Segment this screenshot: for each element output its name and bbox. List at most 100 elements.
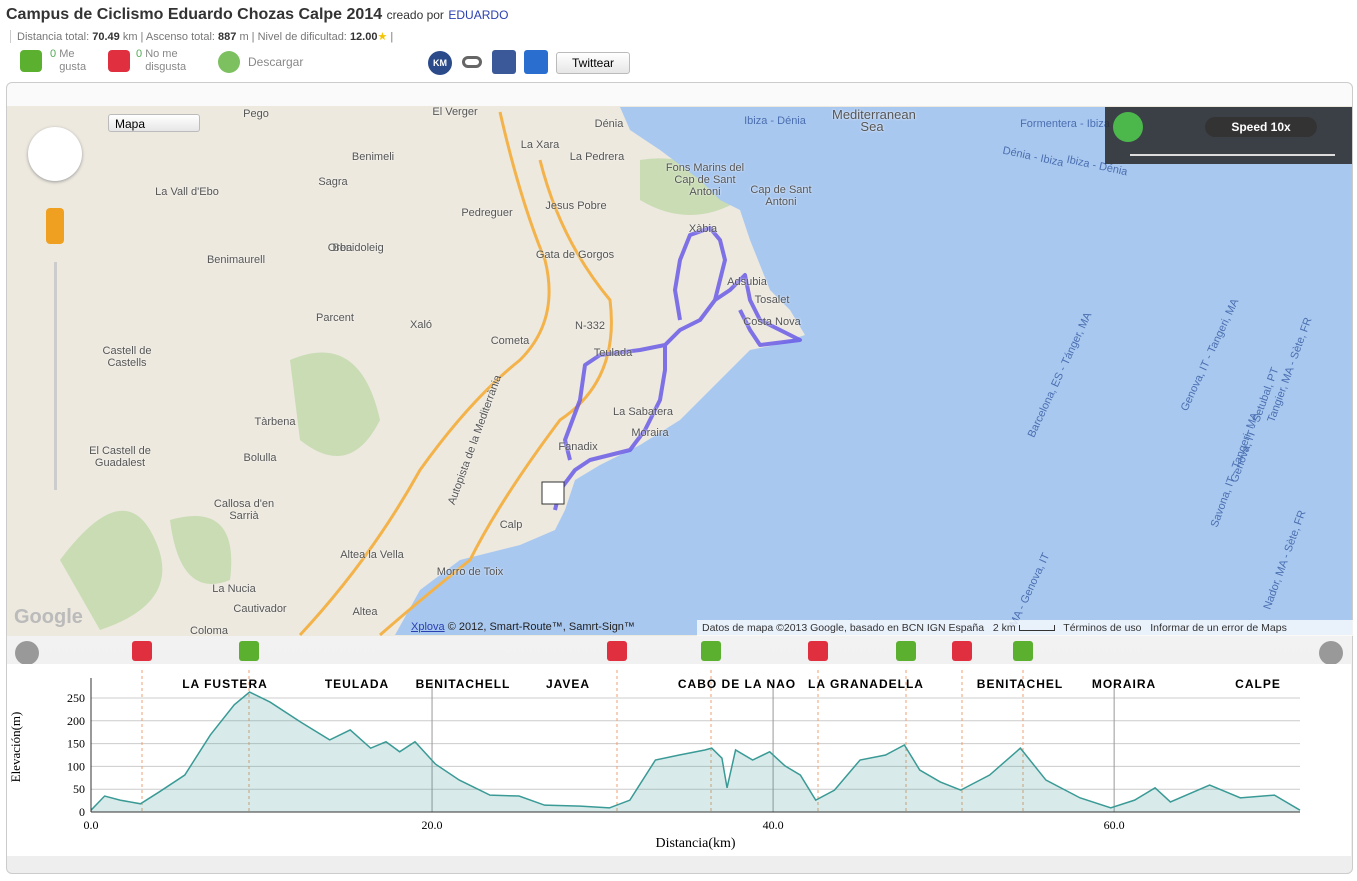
- dislike-count: 0: [136, 48, 143, 60]
- x-tick-label: 20.0: [422, 818, 443, 832]
- y-tick-label: 0: [79, 805, 85, 819]
- map-label: Cometa: [490, 335, 530, 347]
- map-label: Tosalet: [754, 294, 790, 306]
- y-tick-label: 100: [67, 759, 85, 773]
- map-label: Pego: [243, 108, 269, 120]
- climb-marker: [1013, 641, 1033, 661]
- play-button[interactable]: [1113, 112, 1143, 142]
- download-icon[interactable]: [218, 51, 240, 73]
- y-tick-label: 250: [67, 691, 85, 705]
- map-label: Jesus Pobre: [545, 200, 607, 212]
- map-label: Costa Nova: [743, 316, 801, 328]
- stat-unit: km: [122, 31, 138, 43]
- segment-label: BENITACHEL: [976, 677, 1064, 691]
- tweet-button[interactable]: Twittear: [556, 52, 630, 74]
- y-tick-label: 200: [67, 714, 85, 728]
- terms-link[interactable]: Términos de uso: [1063, 622, 1142, 634]
- stat-value: 887: [218, 31, 237, 43]
- chart-bg: [7, 664, 1351, 856]
- dislike[interactable]: 0 No me disgusta: [136, 48, 197, 74]
- climb-marker: [952, 641, 972, 661]
- x-tick-label: 60.0: [1104, 818, 1125, 832]
- map-label: Bolulla: [243, 452, 277, 464]
- like-icon[interactable]: [20, 50, 42, 72]
- created-by: creado por: [386, 8, 444, 22]
- map-label: La Sabatera: [613, 406, 673, 418]
- map-label: N-332: [575, 320, 605, 332]
- climb-marker: [808, 641, 828, 661]
- map-label: Sagra: [318, 176, 348, 188]
- stat-value: 70.49: [92, 31, 120, 43]
- map-label: Adsubia: [727, 276, 767, 288]
- map-label: Formentera - Ibiza: [1020, 118, 1110, 130]
- map-label: Coloma: [190, 625, 228, 637]
- like-count: 0: [50, 48, 57, 60]
- segment-label: BENITACHELL: [415, 677, 511, 691]
- pegman[interactable]: [46, 208, 64, 244]
- map-label: Ibiza - Dénia: [744, 115, 806, 127]
- map-label: Altea: [352, 606, 378, 618]
- map-type-select[interactable]: Mapa: [108, 114, 200, 132]
- zoom-slider[interactable]: [54, 262, 57, 490]
- map-label: Xàbia: [688, 223, 718, 235]
- stat-unit: m: [239, 31, 249, 43]
- map-label: Orba: [327, 242, 353, 254]
- dislike-label: No me disgusta: [145, 48, 187, 73]
- like[interactable]: 0 Me gusta: [50, 48, 97, 74]
- map-label: Benidoleig: [332, 242, 384, 254]
- map-label: Benimaurell: [206, 254, 266, 266]
- map-label: El Castell de Guadalest: [89, 445, 151, 469]
- author-link[interactable]: EDUARDO: [448, 8, 509, 22]
- segment-label: JAVEA: [545, 677, 591, 691]
- stat-value: 12.00: [349, 31, 378, 43]
- climb-marker: [239, 641, 259, 661]
- report-link[interactable]: Informar de un error de Maps: [1150, 622, 1287, 634]
- segment-label: LA GRANADELLA: [808, 677, 924, 691]
- xplova-link[interactable]: Xplova: [411, 621, 445, 633]
- map-label: Tàrbena: [254, 416, 296, 428]
- map-label: Parcent: [316, 312, 354, 324]
- y-tick-label: 150: [67, 737, 85, 751]
- map: [7, 106, 1352, 636]
- x-tick-label: 40.0: [763, 818, 784, 832]
- map-label: Benimeli: [351, 151, 395, 163]
- map-label: La Pedrera: [569, 151, 625, 163]
- attribution: Datos de mapa ©2013 Google, basado en BC…: [697, 620, 1357, 636]
- next-button[interactable]: [1319, 641, 1343, 665]
- facebook[interactable]: [492, 50, 516, 74]
- climb-marker: [132, 641, 152, 661]
- download[interactable]: Descargar: [248, 55, 304, 69]
- map-data: Datos de mapa ©2013 Google, basado en BC…: [702, 622, 985, 634]
- map-label: Morro de Toix: [436, 566, 504, 578]
- dislike-icon[interactable]: [108, 50, 130, 72]
- map-label: Altea la Vella: [340, 549, 404, 561]
- stat-label: Nivel de dificultad:: [257, 31, 347, 43]
- elevation-chart: 0 50 100 150 200 250 0.0 20.0 40.0 60.0 Distancia(…: [7, 641, 1351, 856]
- segment-label: CALPE: [1235, 677, 1281, 691]
- copyright: © 2012, Smart-Route™, Samrt-Sign™: [447, 621, 635, 633]
- title-text: Campus de Ciclismo Eduardo Chozas Calpe …: [6, 6, 383, 23]
- pdf[interactable]: [524, 50, 548, 74]
- progress-bar[interactable]: [1130, 154, 1335, 156]
- map-label: Moraira: [631, 427, 669, 439]
- link-icon[interactable]: [462, 56, 482, 68]
- prev-button[interactable]: [15, 641, 39, 665]
- pan-control[interactable]: [28, 127, 82, 181]
- stats: Distancia total: 70.49 km | Ascenso tota…: [10, 30, 393, 43]
- map-label: Dénia: [594, 118, 624, 130]
- map-label: Calp: [499, 519, 523, 531]
- map-label: Callosa d'en Sarrià: [213, 498, 275, 522]
- x-axis-title: Distancia(km): [655, 836, 735, 851]
- segment-label: MORAIRA: [1091, 677, 1157, 691]
- map-label: Cautivador: [233, 603, 287, 615]
- segment-label: CABO DE LA NAO: [677, 677, 797, 691]
- map-label: Gata de Gorgos: [535, 249, 615, 261]
- speed-display[interactable]: Speed 10x: [1205, 117, 1317, 137]
- map-label: Fanadix: [558, 441, 598, 453]
- km-badge[interactable]: KM: [428, 51, 452, 75]
- map-label: Castell de Castells: [102, 345, 152, 369]
- y-tick-label: 50: [73, 782, 85, 796]
- map-label: Fons Marins del Cap de Sant Antoni: [665, 162, 745, 198]
- like-label: Me gusta: [59, 48, 87, 73]
